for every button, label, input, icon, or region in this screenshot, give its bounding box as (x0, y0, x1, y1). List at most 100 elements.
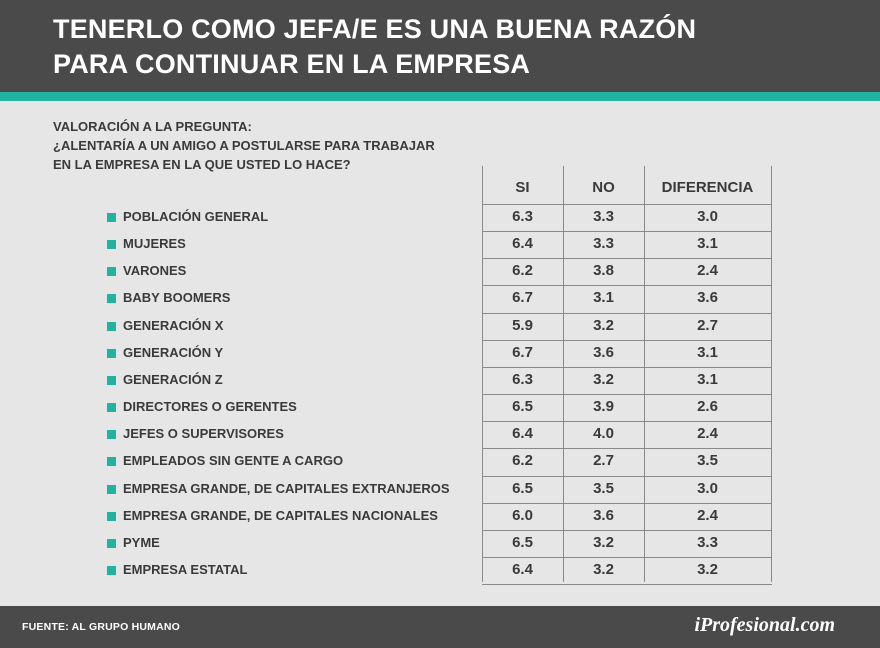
row-bullet-icon (107, 240, 116, 250)
grid-hline (482, 366, 772, 368)
row-bullet-icon (107, 213, 116, 222)
cell-diferencia: 2.7 (697, 316, 718, 334)
cell-si: 6.4 (512, 425, 533, 443)
cell-si: 6.5 (512, 533, 533, 551)
table-row: EMPRESA ESTATAL 6.4 3.2 3.2 (0, 557, 880, 584)
grid-vline-1 (482, 166, 483, 582)
grid-hline (482, 421, 772, 423)
cell-diferencia: 2.4 (697, 425, 718, 443)
question-line-1: VALORACIÓN A LA PREGUNTA: (53, 119, 252, 134)
grid-vline-3 (644, 166, 645, 582)
table-row: EMPRESA GRANDE, DE CAPITALES EXTRANJEROS… (0, 476, 880, 503)
row-label: DIRECTORES O GERENTES (123, 399, 297, 415)
table-row: EMPLEADOS SIN GENTE A CARGO 6.2 2.7 3.5 (0, 448, 880, 475)
table-row: JEFES O SUPERVISORES 6.4 4.0 2.4 (0, 421, 880, 448)
cell-si: 6.0 (512, 506, 533, 524)
accent-stripe (0, 92, 880, 101)
cell-no: 3.2 (593, 533, 614, 551)
row-label: POBLACIÓN GENERAL (123, 209, 269, 224)
cell-si: 6.3 (512, 370, 533, 388)
cell-no: 4.0 (593, 425, 614, 443)
row-label: EMPLEADOS SIN GENTE A CARGO (123, 453, 344, 469)
row-bullet-icon (107, 348, 116, 358)
column-header-si: SI (515, 179, 530, 196)
cell-no: 3.6 (593, 506, 614, 524)
row-bullet-icon (107, 267, 116, 277)
grid-hline (482, 258, 772, 260)
cell-no: 3.8 (593, 262, 614, 280)
grid-hline (482, 448, 772, 450)
grid-hline (482, 285, 772, 287)
row-label: PYME (123, 534, 160, 550)
row-bullet-icon (107, 457, 116, 467)
row-label: BABY BOOMERS (123, 290, 231, 306)
row-label: GENERACIÓN Y (123, 344, 224, 360)
grid-hline (482, 556, 772, 558)
source-note: FUENTE: AL GRUPO HUMANO (22, 621, 181, 633)
cell-no: 3.1 (593, 289, 614, 307)
grid-vline-2 (563, 166, 564, 582)
row-label: EMPRESA ESTATAL (123, 561, 248, 577)
cell-no: 3.6 (593, 343, 614, 361)
cell-no: 2.7 (593, 452, 614, 470)
row-label: EMPRESA GRANDE, DE CAPITALES NACIONALES (123, 507, 438, 523)
cell-diferencia: 3.1 (697, 370, 718, 388)
table-row: EMPRESA GRANDE, DE CAPITALES NACIONALES 6… (0, 503, 880, 530)
grid-hline (482, 475, 772, 477)
cell-si: 6.4 (512, 235, 533, 253)
grid-vline-4 (771, 166, 772, 582)
cell-diferencia: 3.1 (697, 235, 718, 253)
brand-logo: iProfesional.com (694, 614, 835, 636)
cell-si: 6.4 (512, 560, 533, 578)
cell-diferencia: 3.5 (697, 452, 718, 470)
table-row: DIRECTORES O GERENTES 6.5 3.9 2.6 (0, 394, 880, 421)
cell-diferencia: 3.1 (697, 343, 718, 361)
cell-no: 3.5 (593, 479, 614, 497)
row-bullet-icon (107, 403, 116, 413)
cell-si: 6.7 (512, 289, 533, 307)
cell-no: 3.3 (593, 235, 614, 253)
table-row: PYME 6.5 3.2 3.3 (0, 530, 880, 557)
cell-no: 3.2 (593, 370, 614, 388)
row-bullet-icon (107, 538, 116, 548)
row-bullet-icon (107, 430, 116, 440)
cell-si: 6.5 (512, 479, 533, 497)
cell-si: 6.7 (512, 343, 533, 361)
row-label: VARONES (123, 263, 187, 279)
footer-bar: FUENTE: AL GRUPO HUMANO iProfesional.com (0, 606, 880, 648)
row-label: JEFES O SUPERVISORES (123, 426, 284, 442)
question-line-2: ¿ALENTARÍA A UN AMIGO A POSTULARSE PARA … (53, 138, 435, 153)
column-header-no: NO (592, 179, 615, 196)
row-bullet-icon (107, 321, 116, 331)
row-bullet-icon (107, 511, 116, 521)
question-text: VALORACIÓN A LA PREGUNTA: ¿ALENTARÍA A U… (53, 117, 435, 174)
cell-si: 6.5 (512, 398, 533, 416)
table-row: GENERACIÓN Z 6.3 3.2 3.1 (0, 367, 880, 394)
table-row: GENERACIÓN X 5.9 3.2 2.7 (0, 313, 880, 340)
grid-hline (482, 502, 772, 504)
row-label: GENERACIÓN Z (123, 371, 223, 387)
chart-title: TENERLO COMO JEFA/E ES UNA BUENA RAZÓN P… (53, 12, 696, 82)
table-row: BABY BOOMERS 6.7 3.1 3.6 (0, 285, 880, 312)
title-line-2: PARA CONTINUAR EN LA EMPRESA (53, 49, 531, 79)
cell-si: 6.2 (512, 452, 533, 470)
grid-hline (482, 394, 772, 396)
cell-diferencia: 2.4 (697, 262, 718, 280)
table-row: GENERACIÓN Y 6.7 3.6 3.1 (0, 340, 880, 367)
grid-hline-header (482, 204, 772, 205)
cell-si: 5.9 (512, 316, 533, 334)
grid-hline (482, 312, 772, 314)
cell-diferencia: 2.6 (697, 398, 718, 416)
cell-diferencia: 3.6 (697, 289, 718, 307)
cell-diferencia: 3.0 (697, 208, 718, 225)
column-header-diferencia: DIFERENCIA (661, 179, 754, 196)
grid-hline (482, 584, 772, 586)
title-line-1: TENERLO COMO JEFA/E ES UNA BUENA RAZÓN (53, 14, 697, 44)
grid-hline (482, 231, 772, 233)
cell-si: 6.3 (512, 208, 533, 225)
question-line-3: EN LA EMPRESA EN LA QUE USTED LO HACE? (53, 157, 351, 172)
cell-no: 3.3 (593, 208, 614, 225)
row-label: MUJERES (123, 236, 186, 252)
cell-si: 6.2 (512, 262, 533, 280)
row-label: GENERACIÓN X (123, 317, 224, 333)
